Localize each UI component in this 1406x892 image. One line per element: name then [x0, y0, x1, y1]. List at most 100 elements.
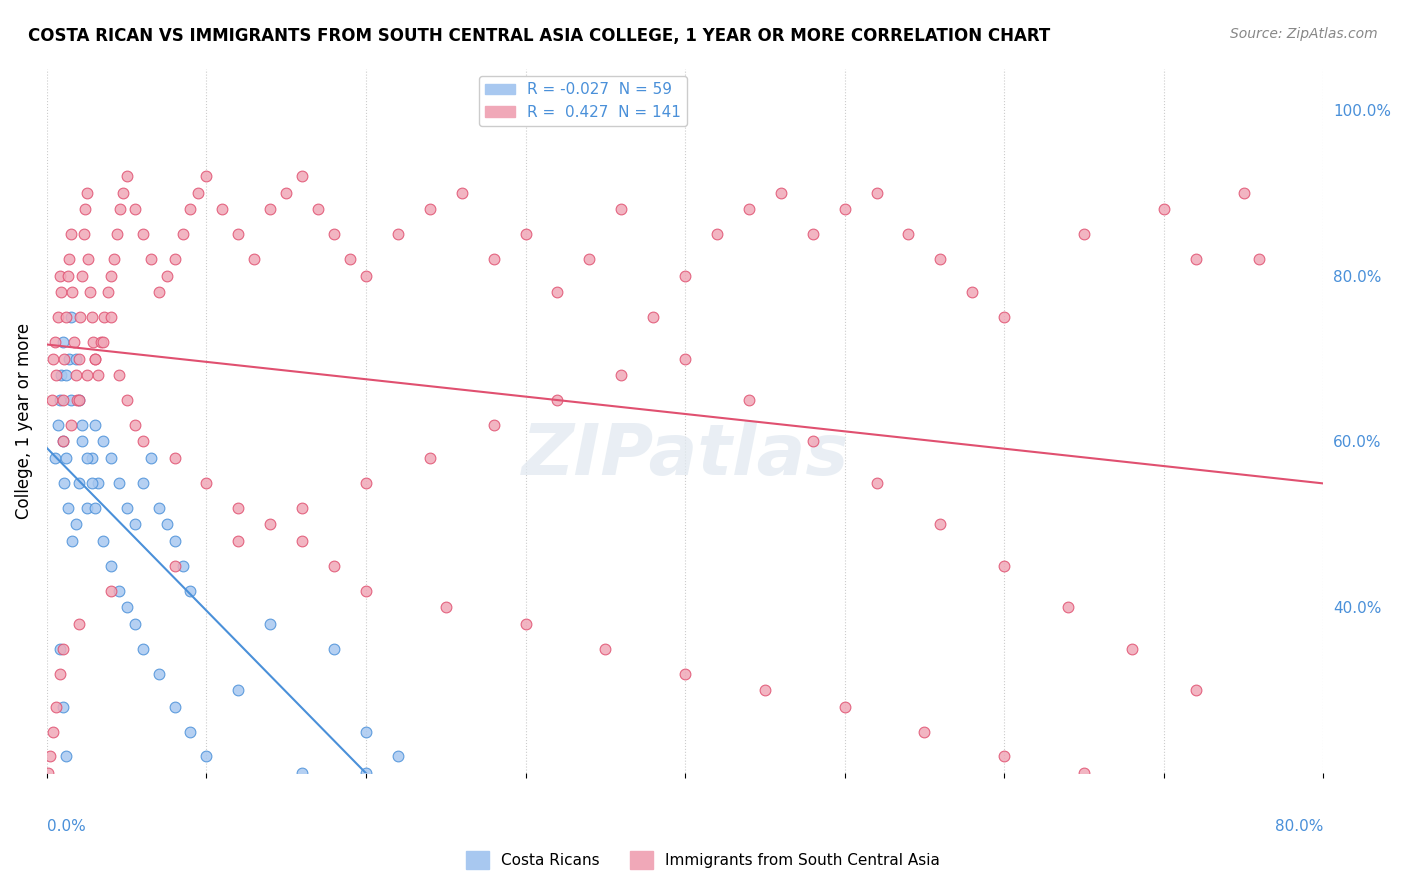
Point: [46, 310, 69, 325]
Point: [83, 351, 105, 366]
Point: [124, 202, 146, 217]
Point: [801, 227, 824, 242]
Point: [67, 351, 90, 366]
Point: [993, 558, 1015, 573]
Point: [52, 392, 75, 407]
Point: [69, 310, 91, 325]
Text: 0.0%: 0.0%: [46, 819, 86, 833]
Point: [103, 252, 125, 267]
Point: [100, 268, 122, 283]
Point: [77, 252, 100, 267]
Point: [55, 368, 77, 383]
Point: [354, 268, 377, 283]
Point: [42, 724, 65, 739]
Point: [834, 699, 856, 714]
Point: [65, 368, 87, 383]
Point: [228, 533, 250, 548]
Point: [1121, 641, 1143, 656]
Point: [59, 392, 82, 407]
Point: [53, 351, 76, 366]
Point: [58, 252, 80, 267]
Point: [58, 351, 80, 366]
Point: [419, 450, 441, 465]
Point: [115, 392, 138, 407]
Point: [56, 500, 79, 515]
Point: [148, 500, 170, 515]
Point: [1279, 832, 1302, 847]
Point: [115, 600, 138, 615]
Point: [1153, 782, 1175, 797]
Point: [610, 202, 633, 217]
Point: [63, 334, 86, 349]
Point: [115, 169, 138, 184]
Point: [83, 417, 105, 432]
Point: [41, 392, 63, 407]
Point: [515, 227, 537, 242]
Point: [91, 434, 114, 449]
Point: [419, 202, 441, 217]
Point: [67, 392, 90, 407]
Point: [834, 202, 856, 217]
Point: [546, 285, 568, 300]
Point: [323, 558, 346, 573]
Point: [323, 227, 346, 242]
Point: [91, 334, 114, 349]
Point: [323, 641, 346, 656]
Point: [66, 392, 89, 407]
Point: [155, 517, 177, 532]
Point: [67, 616, 90, 631]
Point: [291, 766, 314, 780]
Point: [100, 558, 122, 573]
Point: [67, 475, 90, 490]
Point: [962, 285, 984, 300]
Point: [291, 533, 314, 548]
Point: [55, 450, 77, 465]
Point: [79, 285, 101, 300]
Point: [44, 334, 66, 349]
Point: [195, 169, 218, 184]
Point: [70, 434, 93, 449]
Point: [67, 392, 90, 407]
Point: [291, 500, 314, 515]
Point: [131, 434, 153, 449]
Point: [754, 683, 776, 698]
Point: [45, 368, 67, 383]
Point: [48, 392, 70, 407]
Point: [52, 434, 75, 449]
Point: [482, 417, 505, 432]
Point: [124, 517, 146, 532]
Point: [59, 227, 82, 242]
Point: [52, 434, 75, 449]
Point: [1232, 807, 1254, 822]
Point: [179, 583, 201, 598]
Point: [387, 227, 409, 242]
Point: [929, 252, 952, 267]
Point: [243, 252, 266, 267]
Point: [179, 724, 201, 739]
Point: [163, 533, 186, 548]
Legend: Costa Ricans, Immigrants from South Central Asia: Costa Ricans, Immigrants from South Cent…: [460, 845, 946, 875]
Point: [769, 186, 792, 200]
Point: [211, 202, 233, 217]
Point: [993, 310, 1015, 325]
Point: [56, 268, 79, 283]
Point: [706, 227, 728, 242]
Point: [72, 227, 94, 242]
Point: [90, 334, 112, 349]
Point: [115, 500, 138, 515]
Point: [70, 268, 93, 283]
Point: [354, 475, 377, 490]
Text: Source: ZipAtlas.com: Source: ZipAtlas.com: [1230, 27, 1378, 41]
Point: [96, 285, 118, 300]
Point: [259, 517, 281, 532]
Point: [59, 417, 82, 432]
Point: [131, 641, 153, 656]
Point: [48, 268, 70, 283]
Point: [62, 285, 84, 300]
Point: [46, 417, 69, 432]
Point: [110, 202, 132, 217]
Point: [100, 583, 122, 598]
Point: [107, 475, 129, 490]
Point: [83, 500, 105, 515]
Point: [80, 475, 103, 490]
